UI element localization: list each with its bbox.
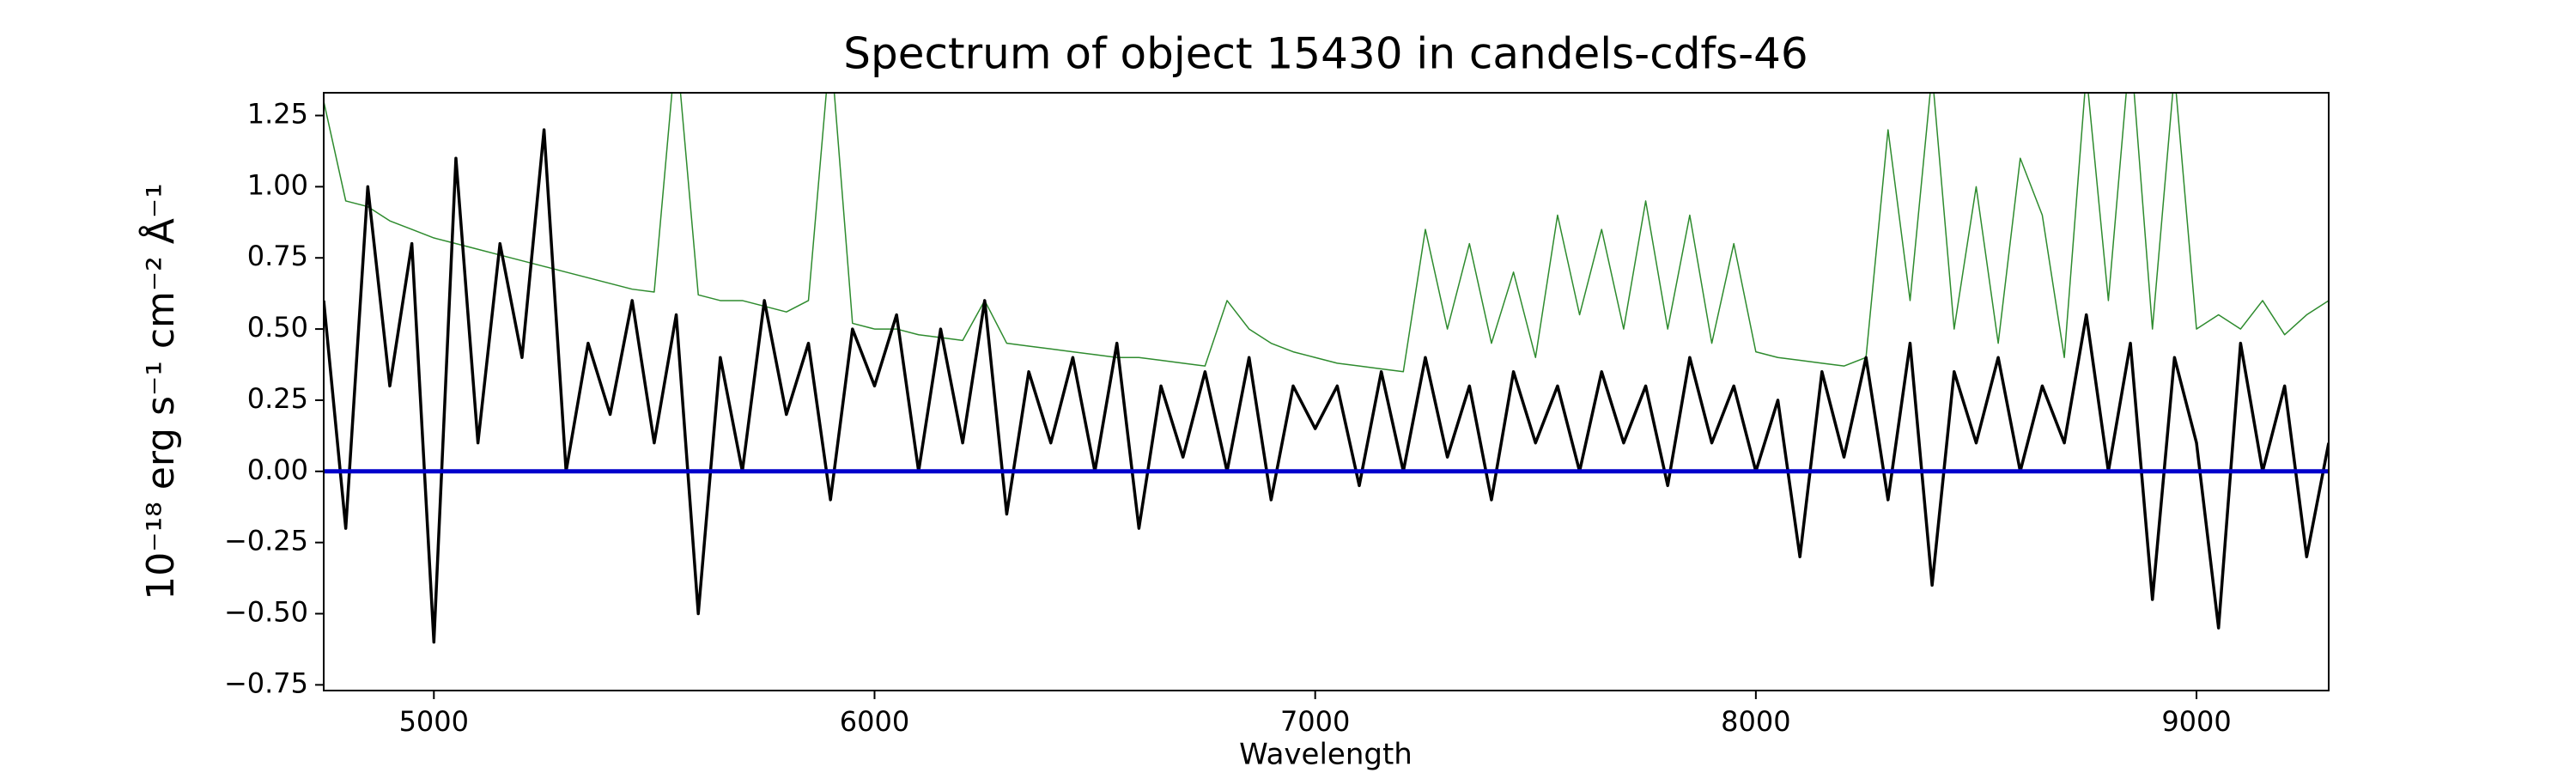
x-tick-label: 9000 xyxy=(2161,705,2231,738)
y-tick-label: 0.50 xyxy=(247,311,308,344)
y-tick-label: −0.50 xyxy=(224,596,308,629)
spectrum-line xyxy=(324,93,2329,373)
spectrum-line xyxy=(324,128,2329,644)
plot-frame xyxy=(323,92,2330,691)
x-tick-label: 6000 xyxy=(840,705,909,738)
y-tick-label: 0.00 xyxy=(247,453,308,486)
x-tick-label: 8000 xyxy=(1721,705,1790,738)
y-tick-label: −0.25 xyxy=(224,525,308,557)
x-tick-label: 5000 xyxy=(399,705,469,738)
y-tick-label: −0.75 xyxy=(224,666,308,699)
x-axis-label: Wavelength xyxy=(1239,738,1413,772)
chart-title: Spectrum of object 15430 in candels-cdfs… xyxy=(843,29,1808,79)
y-axis-label: 10⁻¹⁸ erg s⁻¹ cm⁻² Å⁻¹ xyxy=(137,183,183,600)
y-tick-label: 0.75 xyxy=(247,240,308,272)
y-tick-label: 1.25 xyxy=(247,98,308,131)
plot-area xyxy=(324,93,2329,644)
x-tick-label: 7000 xyxy=(1280,705,1350,738)
y-tick-label: 1.00 xyxy=(247,168,308,201)
y-tick-label: 0.25 xyxy=(247,382,308,415)
